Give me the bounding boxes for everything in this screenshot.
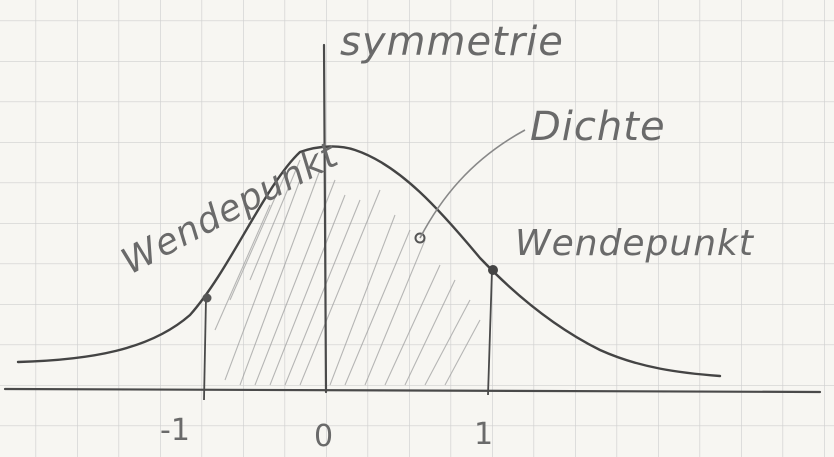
vertical-line-minus-1 [203, 297, 207, 401]
inflection-point-left [202, 293, 212, 303]
tick-label-1: 1 [474, 417, 493, 452]
density-curve [16, 145, 722, 378]
inflection-point-right [488, 265, 498, 275]
tick-label-0: 0 [314, 419, 333, 454]
dichte-pointer [419, 129, 526, 239]
wendepunkt-right-label: Wendepunkt [515, 223, 755, 264]
symmetry-axis [322, 43, 328, 394]
shaded-area [214, 159, 481, 386]
vertical-line-plus-1 [487, 269, 493, 396]
symmetrie-label: symmetrie [340, 19, 564, 65]
x-axis [3, 387, 822, 394]
tick-label-minus-1: -1 [160, 413, 190, 448]
dichte-label: Dichte [530, 104, 666, 150]
density-point [414, 232, 426, 244]
